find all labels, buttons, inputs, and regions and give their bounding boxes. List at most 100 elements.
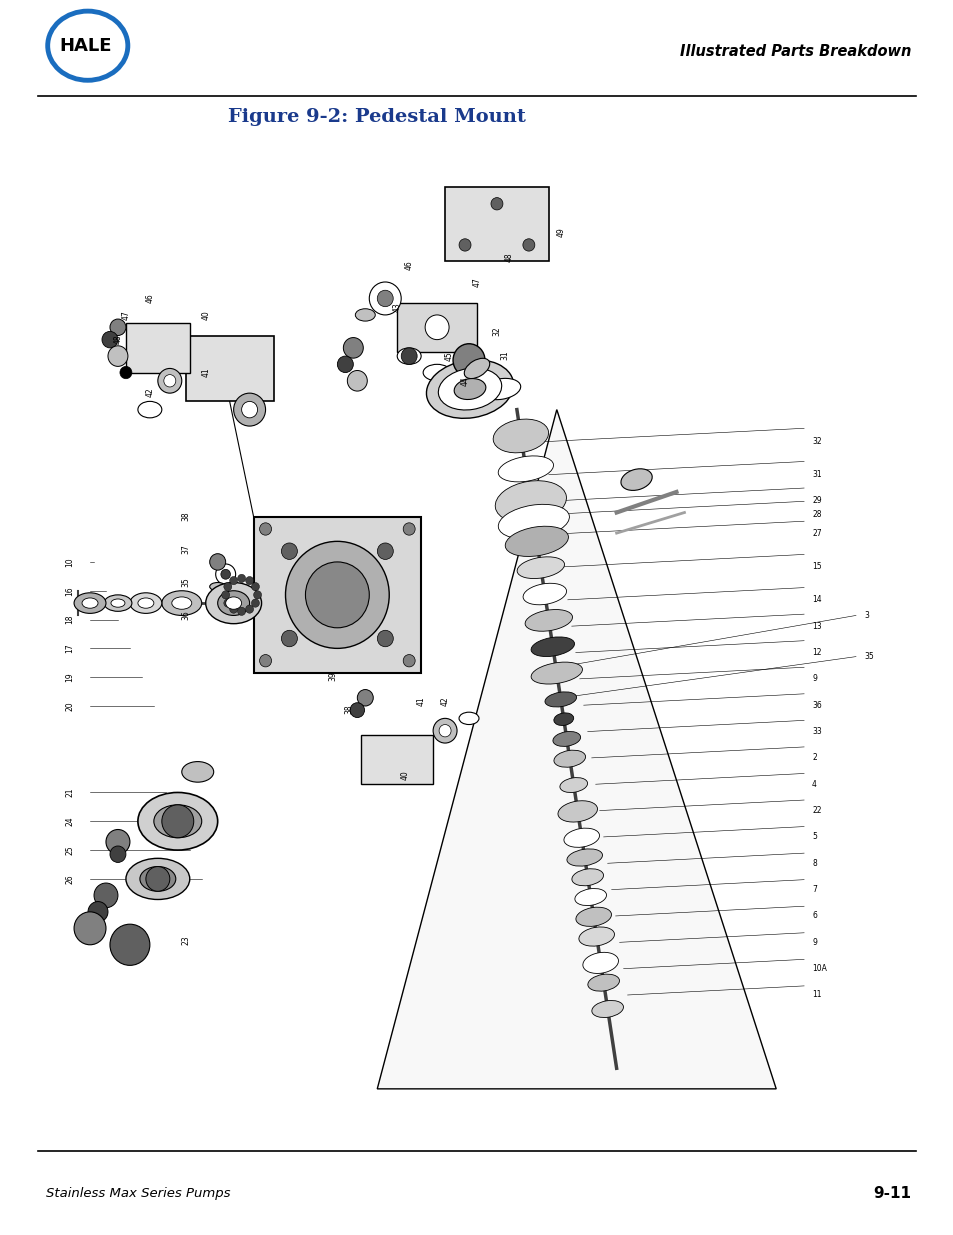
- Text: HALE: HALE: [59, 37, 112, 54]
- Circle shape: [377, 630, 393, 647]
- Text: 46: 46: [404, 261, 414, 270]
- Ellipse shape: [74, 593, 106, 614]
- Text: 21: 21: [66, 788, 74, 798]
- Ellipse shape: [497, 504, 569, 538]
- Text: 48: 48: [504, 252, 513, 262]
- Circle shape: [146, 867, 170, 892]
- Ellipse shape: [553, 731, 580, 746]
- Circle shape: [164, 374, 175, 387]
- Text: 35: 35: [863, 652, 873, 661]
- Text: 9: 9: [811, 937, 816, 947]
- Circle shape: [305, 562, 369, 627]
- Ellipse shape: [531, 637, 574, 657]
- Circle shape: [237, 574, 245, 583]
- Text: 45: 45: [444, 351, 453, 361]
- Text: 46: 46: [145, 294, 154, 304]
- Circle shape: [94, 883, 118, 908]
- Text: 22: 22: [811, 806, 821, 815]
- Text: 39: 39: [329, 672, 337, 682]
- Ellipse shape: [554, 750, 585, 767]
- Circle shape: [241, 401, 257, 417]
- Text: 42: 42: [145, 388, 154, 398]
- Circle shape: [252, 599, 259, 608]
- Text: 24: 24: [66, 816, 74, 826]
- Ellipse shape: [396, 348, 420, 364]
- Ellipse shape: [554, 713, 573, 725]
- Circle shape: [401, 348, 416, 364]
- Text: 31: 31: [500, 351, 509, 361]
- Text: 42: 42: [440, 697, 449, 706]
- Circle shape: [230, 577, 237, 584]
- Bar: [126, 324, 190, 373]
- Circle shape: [245, 577, 253, 584]
- Ellipse shape: [480, 378, 520, 400]
- Circle shape: [245, 605, 253, 614]
- Circle shape: [224, 583, 232, 590]
- Circle shape: [522, 238, 535, 251]
- Ellipse shape: [138, 598, 153, 609]
- Ellipse shape: [493, 419, 548, 453]
- Ellipse shape: [464, 358, 489, 379]
- Ellipse shape: [620, 469, 652, 490]
- Text: 31: 31: [811, 471, 821, 479]
- Circle shape: [259, 522, 272, 535]
- Ellipse shape: [559, 778, 587, 793]
- Text: 36: 36: [811, 700, 821, 710]
- Text: 3: 3: [863, 611, 868, 620]
- Text: 27: 27: [811, 530, 821, 538]
- Circle shape: [281, 630, 297, 647]
- Text: 41: 41: [416, 697, 425, 706]
- Circle shape: [110, 846, 126, 862]
- Text: 43: 43: [393, 301, 401, 311]
- Ellipse shape: [575, 888, 606, 905]
- Text: 20: 20: [66, 701, 74, 711]
- Circle shape: [403, 655, 415, 667]
- Circle shape: [221, 590, 230, 599]
- Text: 47: 47: [121, 310, 131, 320]
- Ellipse shape: [497, 456, 553, 482]
- Ellipse shape: [172, 597, 192, 609]
- Ellipse shape: [578, 927, 614, 946]
- Text: 25: 25: [66, 845, 74, 855]
- Ellipse shape: [126, 858, 190, 899]
- Circle shape: [403, 522, 415, 535]
- Text: 12: 12: [811, 648, 821, 657]
- Circle shape: [425, 315, 449, 340]
- Circle shape: [252, 583, 259, 590]
- Text: 9: 9: [811, 674, 816, 683]
- Circle shape: [162, 805, 193, 837]
- Ellipse shape: [138, 401, 162, 417]
- Ellipse shape: [563, 829, 598, 847]
- Text: 38: 38: [181, 511, 190, 521]
- Ellipse shape: [522, 583, 566, 605]
- Ellipse shape: [524, 610, 572, 631]
- Ellipse shape: [182, 762, 213, 782]
- Polygon shape: [376, 410, 776, 1089]
- Ellipse shape: [162, 590, 201, 615]
- Ellipse shape: [495, 480, 566, 522]
- Ellipse shape: [582, 952, 618, 973]
- Circle shape: [157, 368, 182, 393]
- Circle shape: [281, 543, 297, 559]
- Text: 32: 32: [492, 326, 501, 336]
- Ellipse shape: [505, 526, 568, 557]
- Text: 29: 29: [811, 496, 821, 505]
- Bar: [396, 303, 476, 352]
- Circle shape: [347, 370, 367, 391]
- Ellipse shape: [153, 805, 201, 837]
- Circle shape: [491, 198, 502, 210]
- Text: 23: 23: [181, 935, 190, 945]
- Ellipse shape: [458, 713, 478, 725]
- Circle shape: [453, 343, 484, 377]
- Text: Figure 9-2: Pedestal Mount: Figure 9-2: Pedestal Mount: [228, 109, 525, 126]
- Circle shape: [376, 290, 393, 306]
- Circle shape: [253, 590, 261, 599]
- Text: 33: 33: [811, 727, 821, 736]
- Circle shape: [433, 719, 456, 743]
- Ellipse shape: [82, 598, 98, 609]
- Text: 4: 4: [811, 779, 816, 789]
- Circle shape: [377, 543, 393, 559]
- Text: 41: 41: [201, 368, 210, 378]
- Ellipse shape: [566, 848, 602, 866]
- Ellipse shape: [221, 595, 245, 611]
